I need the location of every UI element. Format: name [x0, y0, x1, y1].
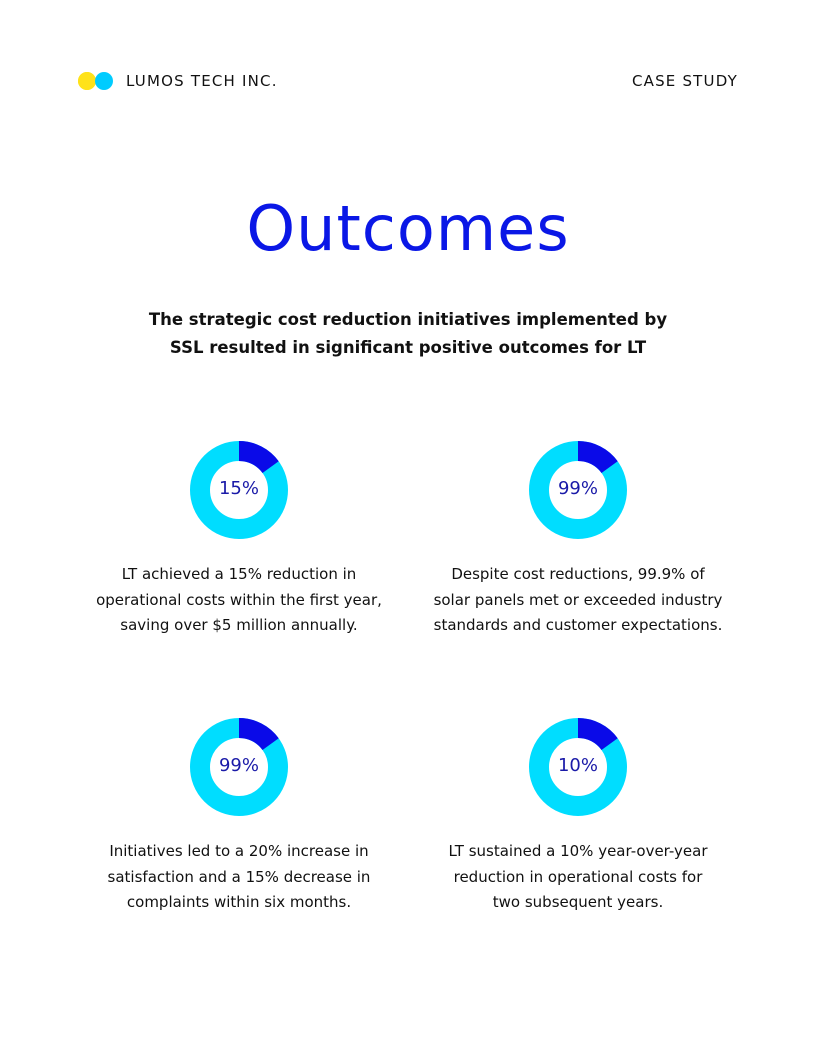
description-line: complaints within six months.: [126, 893, 352, 911]
donut-segment: [190, 718, 288, 816]
description-line: two subsequent years.: [492, 893, 664, 911]
outcome-description: Despite cost reductions, 99.9% of solar p…: [408, 562, 748, 639]
brand-name: LUMOS TECH INC.: [126, 72, 278, 90]
outcome-card: 10% LT sustained a 10% year-over-year redu…: [408, 717, 748, 916]
description-line: operational costs within the first year,: [96, 590, 382, 609]
donut-segment: [190, 441, 288, 539]
description-line: saving over $5 million annually.: [120, 616, 358, 634]
description-line: solar panels met or exceeded industry: [433, 590, 723, 609]
description-line: Despite cost reductions, 99.9% of: [451, 565, 705, 583]
description-line: LT sustained a 10% year-over-year: [448, 842, 708, 860]
brand: LUMOS TECH INC.: [77, 70, 278, 92]
donut-chart: 99%: [528, 440, 628, 540]
subtitle-line: SSL resulted in significant positive out…: [169, 338, 647, 357]
description-line: standards and customer expectations.: [433, 616, 723, 634]
donut-value: 10%: [557, 755, 598, 776]
donut-chart: 15%: [189, 440, 289, 540]
outcome-card: 15% LT achieved a 15% reduction in operati…: [69, 440, 409, 639]
donut-segment: [529, 441, 627, 539]
outcome-description: LT sustained a 10% year-over-year reducti…: [408, 839, 748, 916]
donut-value: 99%: [557, 478, 598, 499]
description-line: satisfaction and a 15% decrease in: [107, 867, 371, 886]
description-line: reduction in operational costs for: [453, 867, 703, 886]
outcome-card: 99% Despite cost reductions, 99.9% of sola…: [408, 440, 748, 639]
description-line: Initiatives led to a 20% increase in: [109, 842, 369, 860]
donut-value: 15%: [218, 478, 259, 499]
donut-chart: 10%: [528, 717, 628, 817]
outcome-description: Initiatives led to a 20% increase in sati…: [69, 839, 409, 916]
subtitle: The strategic cost reduction initiatives…: [0, 306, 816, 362]
logo-icon: [77, 70, 116, 92]
outcome-card: 99% Initiatives led to a 20% increase in s…: [69, 717, 409, 916]
document-label: CASE STUDY: [631, 72, 738, 90]
outcome-description: LT achieved a 15% reduction in operationa…: [69, 562, 409, 639]
page-title: Outcomes: [246, 192, 570, 265]
donut-value: 99%: [218, 755, 259, 776]
donut-chart: 99%: [189, 717, 289, 817]
subtitle-line: The strategic cost reduction initiatives…: [148, 310, 668, 329]
description-line: LT achieved a 15% reduction in: [121, 565, 357, 583]
donut-segment: [529, 718, 627, 816]
